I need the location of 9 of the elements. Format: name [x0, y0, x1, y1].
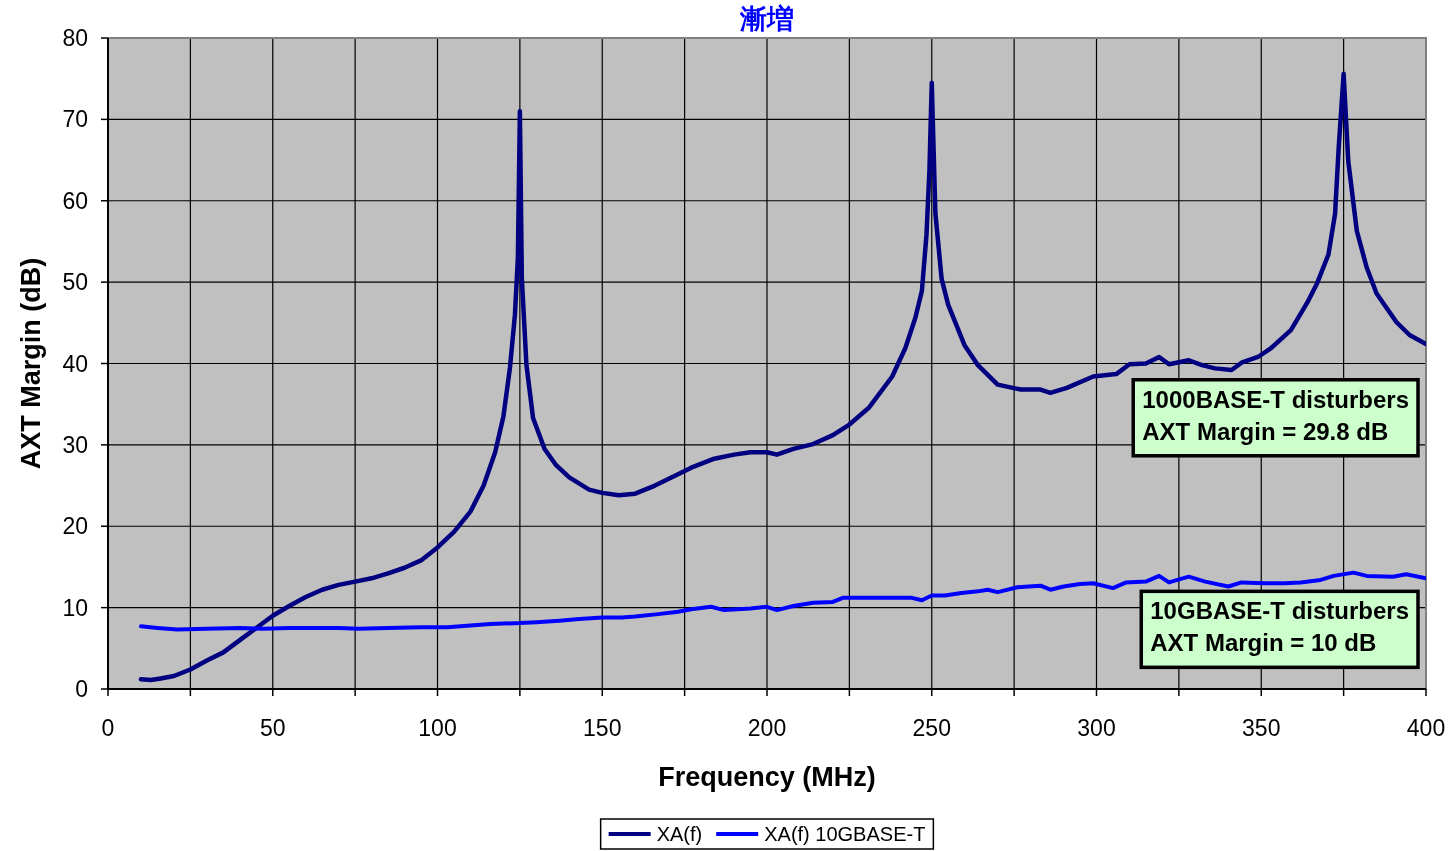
title: 漸増 — [740, 4, 794, 34]
annotation: 1000BASE-T disturbers AXT Margin = 29.8 dB — [1142, 385, 1409, 445]
legend-label: XA(f) — [656, 823, 703, 845]
legend-label: XA(f) 10GBASE-T — [764, 823, 926, 845]
annotation: 1000BASE-T disturbers AXT Margin = 29.8 dB — [1131, 378, 1420, 458]
xlabel: Frequency (MHz) — [658, 762, 876, 792]
annotation: 10GBASE-T disturbers AXT Margin = 10 dB — [1139, 589, 1420, 670]
ylabel: AXT Margin (dB) — [16, 257, 46, 470]
annotation: 10GBASE-T disturbers AXT Margin = 10 dB — [1150, 597, 1409, 657]
